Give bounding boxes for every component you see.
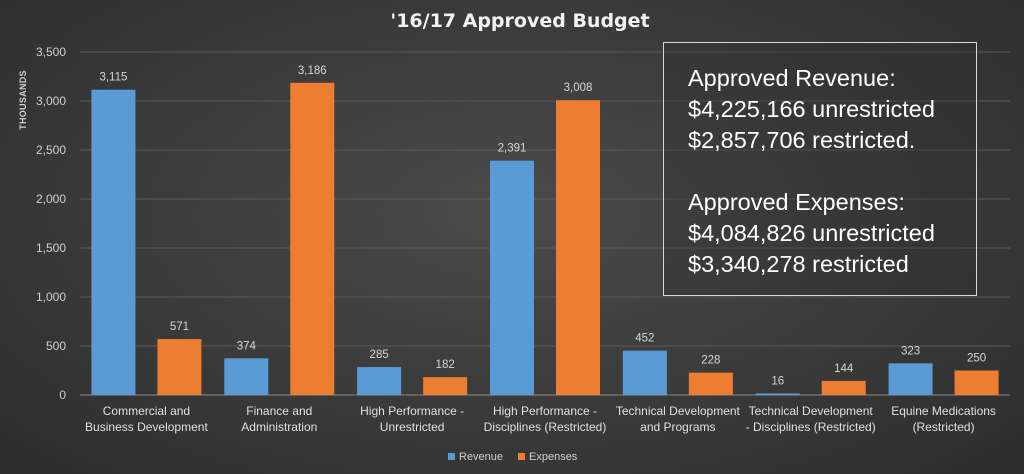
y-tick-label: 500	[46, 339, 66, 353]
expenses-unrestricted: $4,084,826 unrestricted	[688, 220, 935, 246]
revenue-heading: Approved Revenue:	[688, 65, 896, 91]
revenue-bar	[888, 363, 933, 395]
legend: Revenue Expenses	[448, 451, 578, 463]
category-label: High Performance -	[493, 404, 597, 418]
y-tick-label: 1,000	[36, 290, 66, 304]
data-label: 250	[967, 353, 986, 365]
category-label: Unrestricted	[380, 420, 445, 434]
revenue-bar	[622, 350, 667, 395]
data-label: 285	[370, 349, 389, 361]
revenue-bar	[91, 89, 136, 395]
data-label: 323	[901, 345, 920, 357]
y-tick-label: 1,500	[36, 241, 66, 255]
data-label: 3,008	[564, 82, 593, 94]
y-tick-label: 3,000	[36, 94, 66, 108]
expenses-heading: Approved Expenses:	[688, 189, 905, 215]
y-axis-ticks: 0 500 1,000 1,500 2,000 2,500 3,000 3,500	[36, 45, 66, 402]
category-label: Technical Development	[616, 404, 741, 418]
y-tick-label: 0	[59, 388, 66, 402]
data-label: 2,391	[498, 143, 527, 155]
expenses-bar	[688, 372, 733, 395]
chart-title: '16/17 Approved Budget	[390, 10, 649, 32]
legend-swatch	[518, 453, 525, 460]
legend-label: Expenses	[529, 451, 578, 463]
data-label: 374	[237, 340, 257, 352]
data-label: 452	[635, 333, 654, 345]
category-label: (Restricted)	[913, 420, 975, 434]
data-label: 228	[701, 355, 720, 367]
revenue-restricted: $2,857,706 restricted.	[688, 127, 916, 153]
category-label: and Programs	[640, 420, 715, 434]
expenses-bar	[556, 100, 600, 395]
data-label: 3,186	[298, 65, 327, 77]
expenses-bar	[954, 370, 999, 395]
bars	[91, 82, 999, 395]
y-tick-label: 2,500	[36, 143, 66, 157]
expenses-bar	[290, 82, 335, 395]
y-tick-label: 2,000	[36, 192, 66, 206]
category-label: Business Development	[85, 420, 208, 434]
expenses-bar	[821, 380, 866, 395]
revenue-bar	[755, 393, 800, 395]
data-labels: 3,115 571 374 3,186 285 182 2,391 3,008 452 228 16…	[99, 65, 986, 388]
y-axis-label: THOUSANDS	[18, 70, 28, 130]
data-label: 16	[771, 375, 784, 387]
data-label: 182	[436, 359, 455, 371]
category-label: Finance and	[246, 404, 312, 418]
legend-label: Revenue	[459, 451, 503, 463]
data-label: 571	[170, 321, 189, 333]
data-label: 144	[834, 363, 854, 375]
revenue-bar	[490, 160, 534, 395]
revenue-bar	[224, 358, 269, 395]
spacer	[688, 156, 976, 187]
category-label: Technical Development	[749, 404, 874, 418]
category-label: Equine Medications	[891, 404, 996, 418]
revenue-bar	[357, 367, 402, 395]
expenses-restricted: $3,340,278 restricted	[688, 251, 909, 277]
category-label: High Performance -	[360, 404, 464, 418]
expenses-bar	[423, 377, 468, 395]
expenses-bar	[157, 339, 202, 395]
revenue-unrestricted: $4,225,166 unrestricted	[688, 96, 935, 122]
x-axis-categories: Commercial and Business Development Financ…	[85, 404, 996, 434]
y-tick-label: 3,500	[36, 45, 66, 59]
category-label: Commercial and	[103, 404, 190, 418]
category-label: - Disciplines (Restricted)	[746, 420, 876, 434]
budget-summary-box: Approved Revenue: $4,225,166 unrestricte…	[663, 42, 977, 296]
category-label: Administration	[241, 420, 317, 434]
category-label: Disciplines (Restricted)	[484, 420, 607, 434]
data-label: 3,115	[99, 72, 127, 84]
legend-swatch	[448, 453, 455, 460]
